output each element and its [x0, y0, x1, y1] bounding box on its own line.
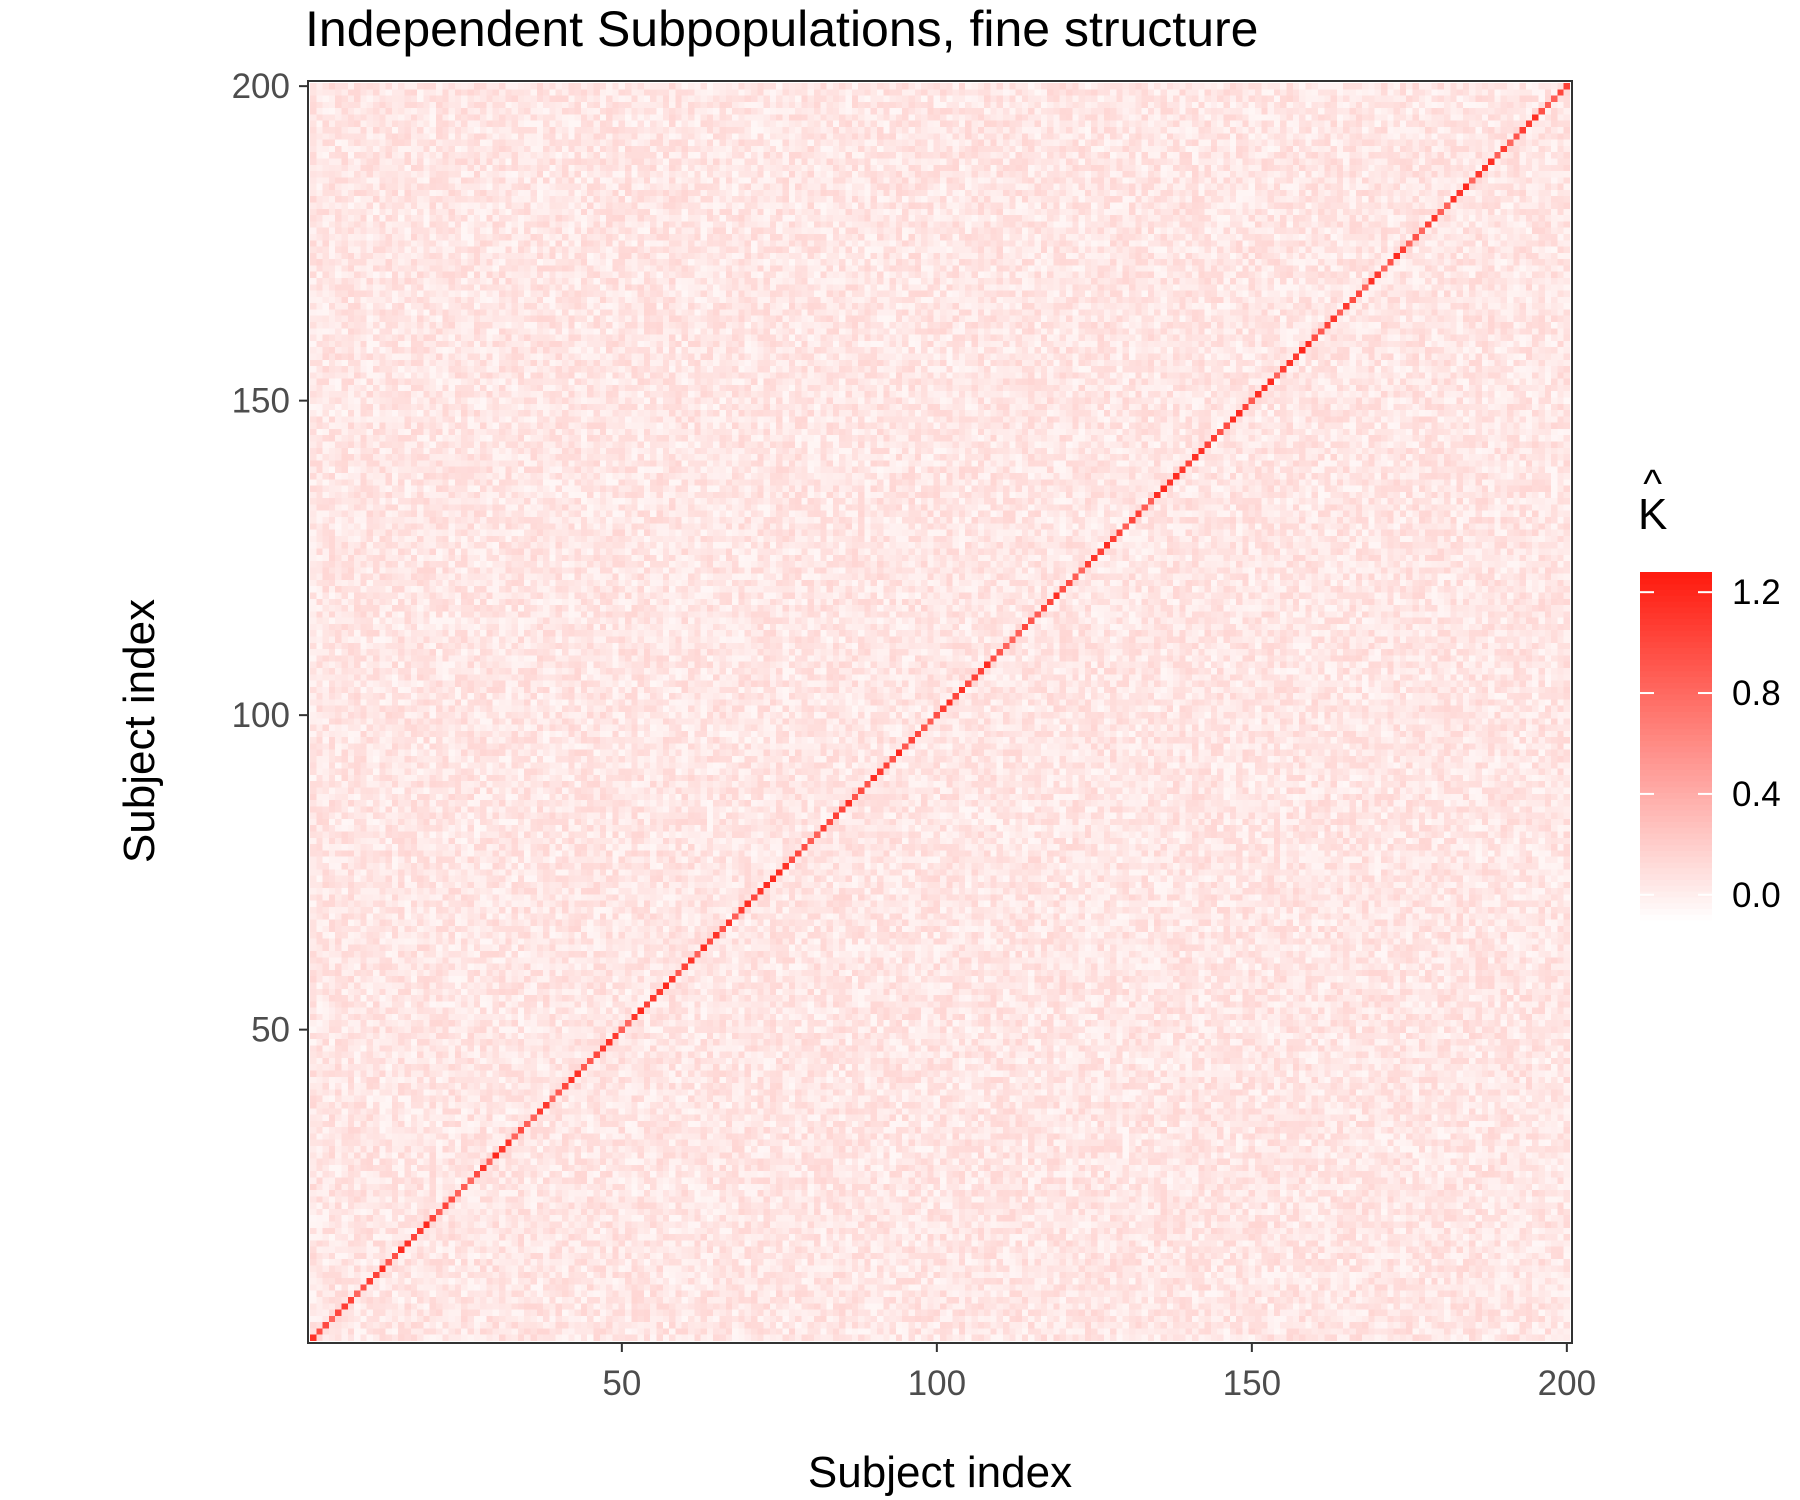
legend-color-step	[1640, 757, 1712, 764]
legend-color-step	[1640, 647, 1712, 654]
legend-color-step	[1640, 595, 1712, 602]
x-tick-label: 150	[1223, 1364, 1281, 1403]
legend-color-step	[1640, 896, 1712, 904]
legend-color-step	[1640, 763, 1712, 770]
chart-title: Independent Subpopulations, fine structu…	[305, 1, 1259, 57]
legend-color-step	[1640, 688, 1712, 695]
legend-color-step	[1640, 809, 1712, 817]
legend-color-step	[1640, 751, 1712, 759]
legend-color-step	[1640, 804, 1712, 811]
y-tick-label: 150	[232, 382, 290, 421]
y-tick-label: 100	[232, 696, 290, 735]
legend-color-step	[1640, 821, 1712, 828]
legend-color-step	[1640, 856, 1712, 863]
legend-title-hat: ^	[1643, 462, 1663, 506]
legend-color-step	[1640, 693, 1712, 701]
legend-color-step	[1640, 734, 1712, 741]
x-axis-ticks: 50 100 150 200	[602, 1343, 1596, 1403]
legend-color-step	[1640, 612, 1712, 619]
legend-color-step	[1640, 902, 1712, 909]
legend-color-step	[1640, 624, 1712, 631]
legend-color-step	[1640, 746, 1712, 753]
legend-color-step	[1640, 873, 1712, 880]
legend-color-step	[1640, 589, 1712, 596]
legend-color-step	[1640, 699, 1712, 706]
legend-color-step	[1640, 885, 1712, 892]
legend-color-step	[1640, 641, 1712, 648]
legend-color-step	[1640, 572, 1712, 579]
legend-tick-label: 0.0	[1732, 876, 1781, 915]
panel-border	[307, 80, 1573, 1344]
legend-color-step	[1640, 705, 1712, 712]
heatmap-cell-matrix	[310, 83, 1570, 1341]
legend-color-step	[1640, 682, 1712, 689]
legend-color-step	[1640, 717, 1712, 724]
legend-colorbar	[1640, 572, 1712, 921]
x-tick-label: 200	[1538, 1364, 1596, 1403]
legend-color-step	[1640, 891, 1712, 898]
legend-title: ^ K	[1638, 462, 1668, 540]
legend-color-step	[1640, 815, 1712, 822]
legend-tick-label: 0.4	[1732, 775, 1781, 814]
legend-color-step	[1640, 653, 1712, 660]
legend-color-step	[1640, 630, 1712, 637]
legend-color-step	[1640, 786, 1712, 793]
legend-color-step	[1640, 914, 1712, 921]
legend-color-step	[1640, 862, 1712, 869]
legend-color-step	[1640, 908, 1712, 915]
legend-color-step	[1640, 792, 1712, 799]
y-axis-ticks: 50 100 150 200	[232, 67, 308, 1050]
legend-color-step	[1640, 583, 1712, 590]
legend-color-step	[1640, 728, 1712, 735]
legend-color-step	[1640, 798, 1712, 805]
legend-color-step	[1640, 838, 1712, 846]
legend-color-step	[1640, 670, 1712, 677]
legend-ticks: 0.0 0.4 0.8 1.2	[1640, 573, 1781, 915]
legend-tick-label: 0.8	[1732, 674, 1781, 713]
legend-color-step	[1640, 722, 1712, 730]
legend-color-step	[1640, 879, 1712, 886]
legend-color-step	[1640, 577, 1712, 585]
legend-color-step	[1640, 601, 1712, 608]
x-tick-label: 100	[908, 1364, 966, 1403]
legend-color-step	[1640, 635, 1712, 643]
legend-color-step	[1640, 780, 1712, 788]
legend-color-step	[1640, 664, 1712, 672]
legend-color-step	[1640, 659, 1712, 666]
heatmap-cells	[310, 83, 1570, 1341]
legend-color-step	[1640, 867, 1712, 875]
legend-color-step	[1640, 827, 1712, 834]
legend-color-step	[1640, 844, 1712, 851]
legend-color-step	[1640, 769, 1712, 776]
legend-color-step	[1640, 740, 1712, 747]
legend-color-step	[1640, 711, 1712, 718]
legend-tick-label: 1.2	[1732, 573, 1781, 612]
legend-title-text: K	[1638, 490, 1668, 539]
legend-color-step	[1640, 850, 1712, 857]
legend-color-step	[1640, 833, 1712, 840]
y-axis-title: Subject index	[115, 598, 164, 864]
x-axis-title-text: Subject index	[807, 1448, 1073, 1497]
legend-color-step	[1640, 676, 1712, 683]
legend-color-step	[1640, 618, 1712, 625]
legend-color-step	[1640, 606, 1712, 614]
legend-color-step	[1640, 775, 1712, 782]
y-tick-label: 50	[251, 1011, 290, 1050]
y-tick-label: 200	[232, 67, 290, 106]
x-tick-label: 50	[602, 1364, 641, 1403]
